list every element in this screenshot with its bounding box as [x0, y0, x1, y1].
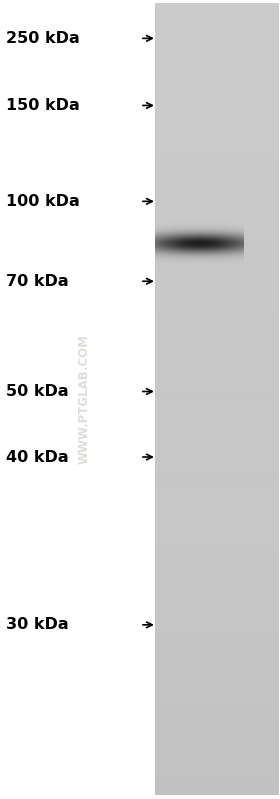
- Text: 30 kDa: 30 kDa: [6, 618, 68, 632]
- Text: 40 kDa: 40 kDa: [6, 450, 68, 464]
- Text: 50 kDa: 50 kDa: [6, 384, 68, 399]
- Text: 150 kDa: 150 kDa: [6, 98, 79, 113]
- Text: 250 kDa: 250 kDa: [6, 31, 79, 46]
- Text: WWW.PTGLAB.COM: WWW.PTGLAB.COM: [78, 335, 90, 464]
- Text: 70 kDa: 70 kDa: [6, 274, 68, 288]
- Text: 100 kDa: 100 kDa: [6, 194, 79, 209]
